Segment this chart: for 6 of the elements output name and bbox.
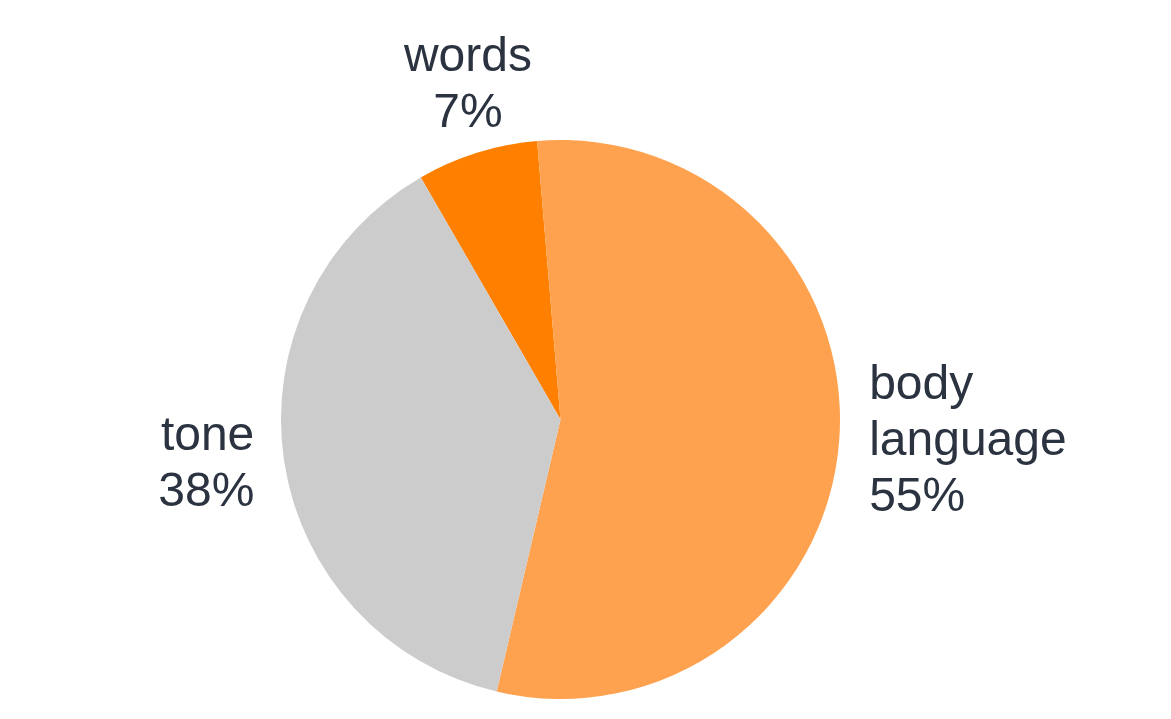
slice-label: body language — [869, 356, 1067, 466]
slice-label: tone — [160, 406, 255, 460]
data-label: 55% — [869, 468, 966, 522]
data-label: 38% — [158, 462, 255, 516]
slice-label: words — [402, 28, 532, 82]
data-label: 7% — [433, 84, 503, 138]
